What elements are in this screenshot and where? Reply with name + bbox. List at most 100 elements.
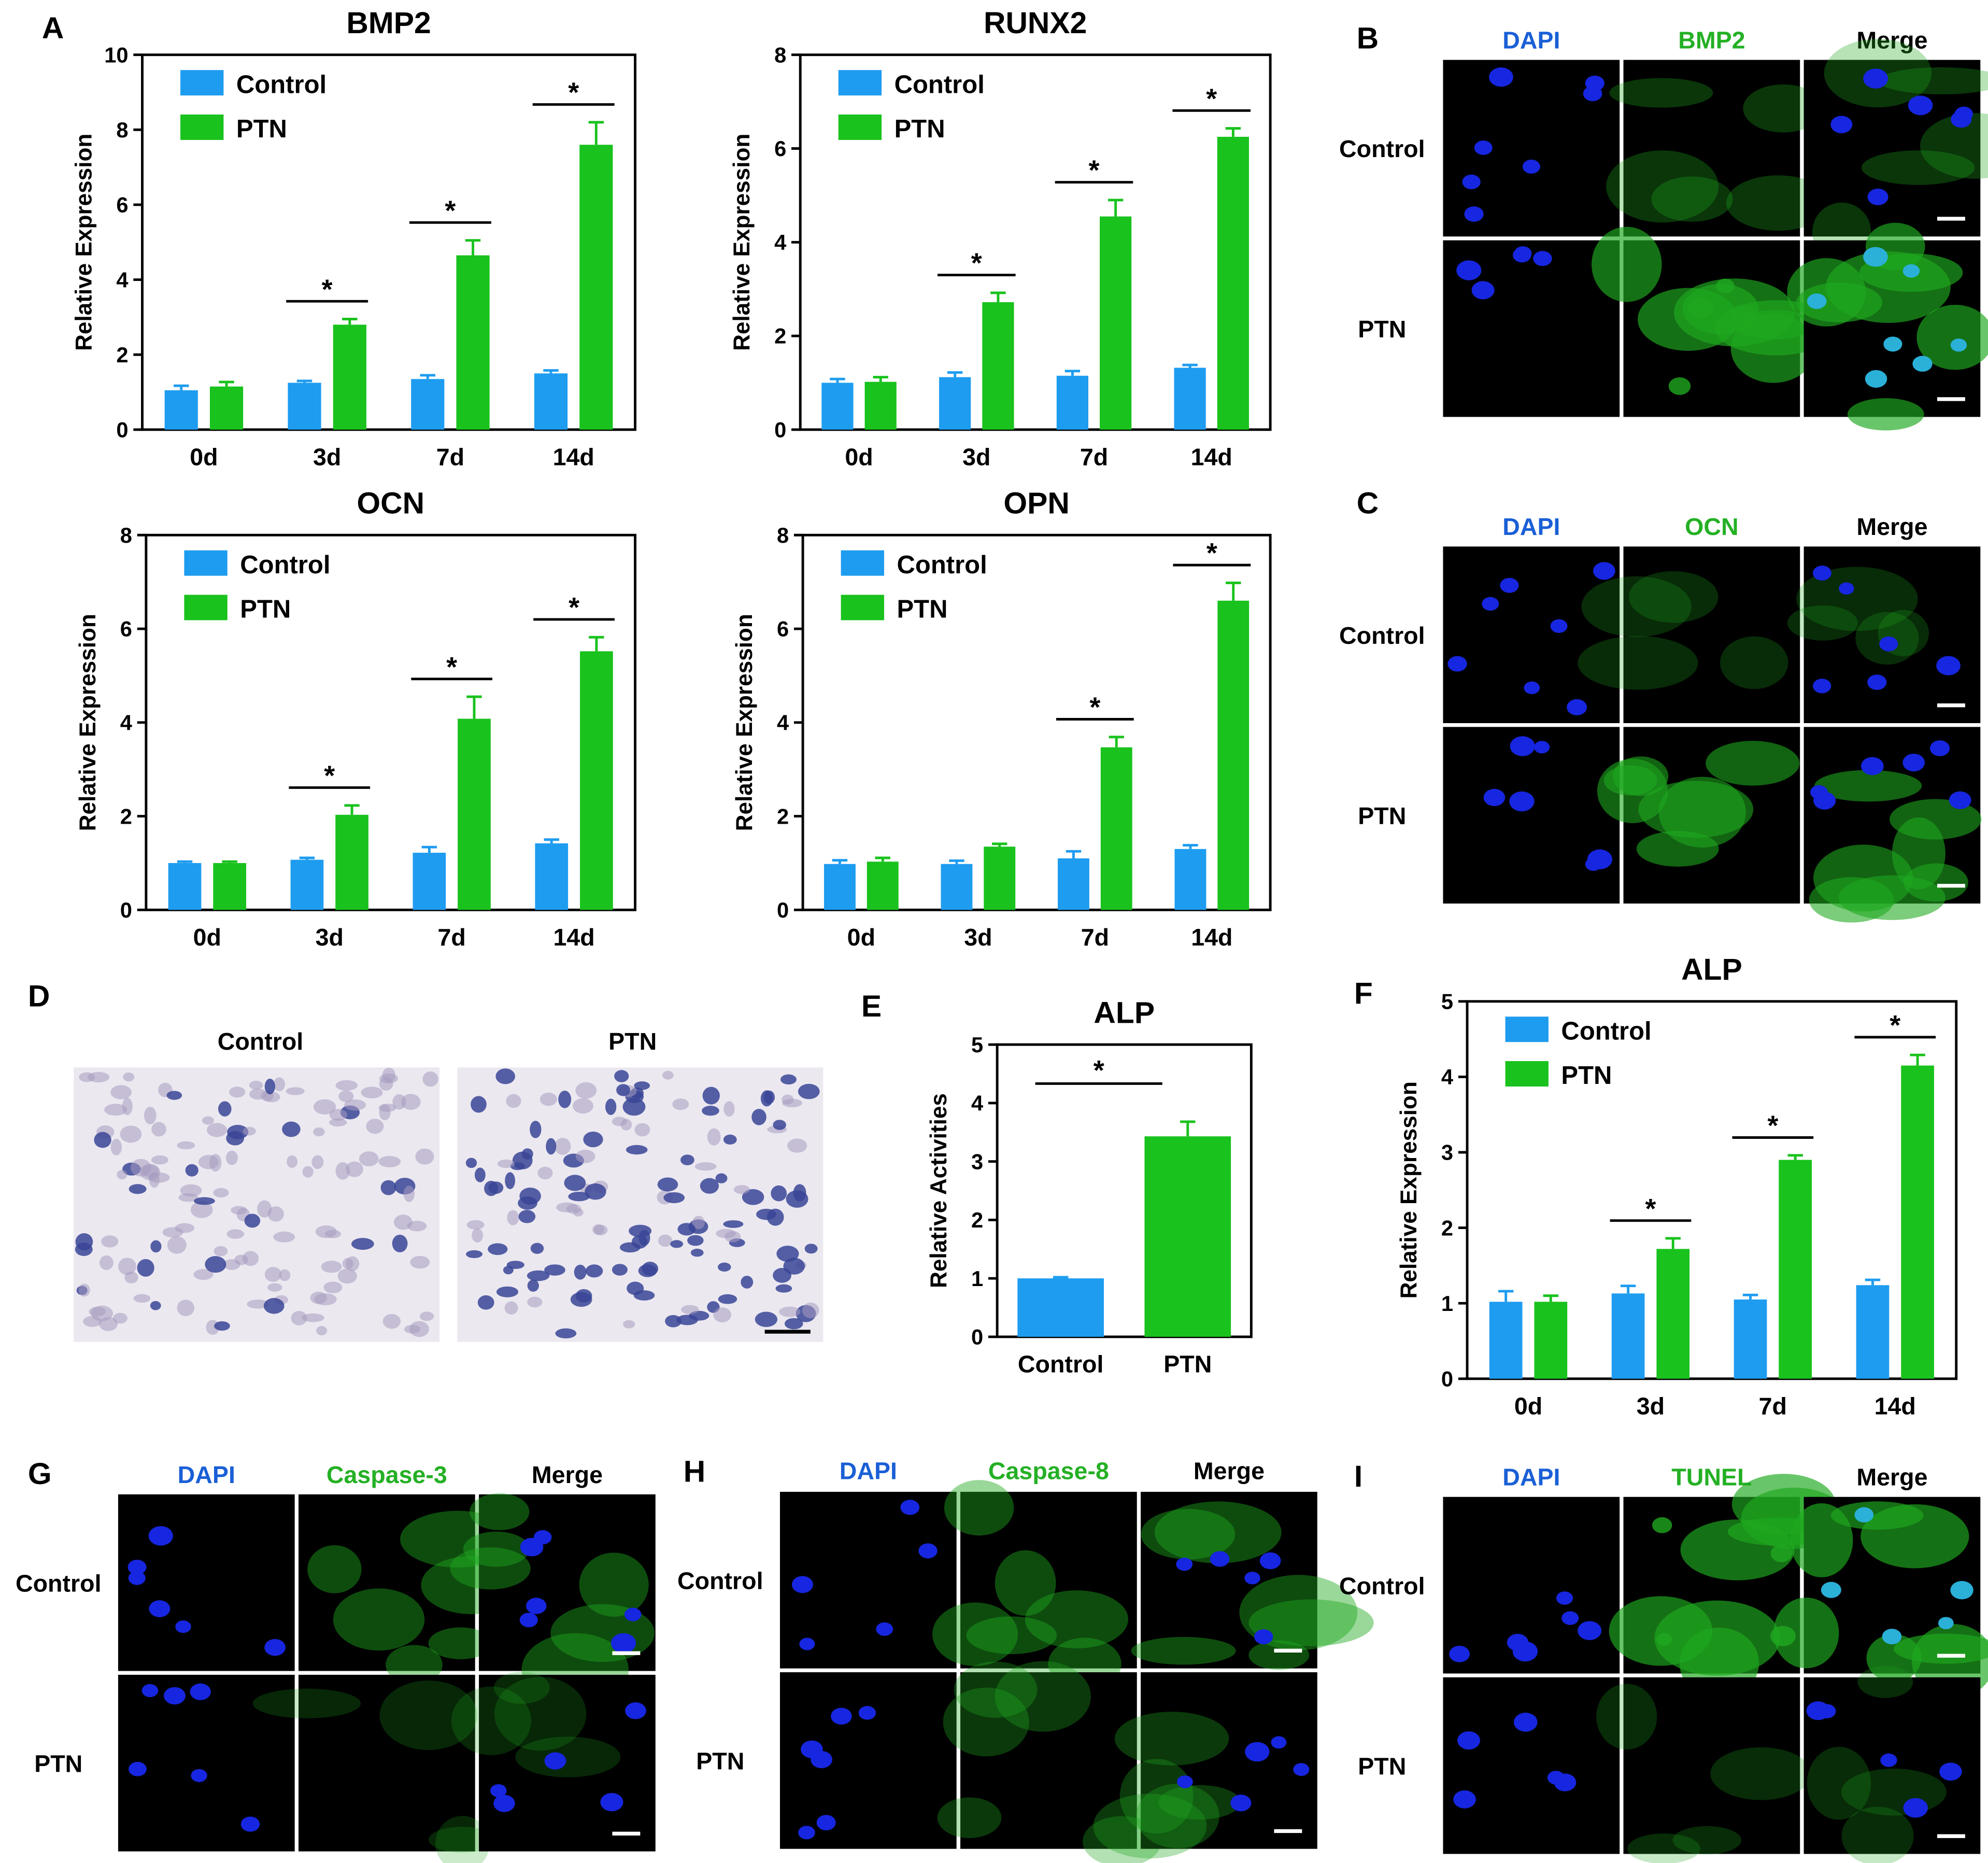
cytoplasm-signal bbox=[1878, 67, 1988, 95]
y-tick-label: 6 bbox=[120, 617, 132, 641]
nucleus bbox=[1554, 1773, 1577, 1791]
legend-swatch-control bbox=[180, 70, 224, 96]
bar bbox=[580, 651, 613, 910]
stained-cell bbox=[313, 1099, 336, 1115]
stained-cell bbox=[725, 1231, 741, 1243]
stained-cell bbox=[263, 1298, 285, 1314]
stained-cell bbox=[521, 1148, 533, 1160]
cytoplasm-signal bbox=[1916, 304, 1988, 370]
cytoplasm-signal bbox=[1861, 150, 1975, 185]
stained-cell bbox=[302, 1166, 314, 1178]
nucleus bbox=[1561, 1611, 1579, 1625]
cytoplasm-signal bbox=[1609, 1596, 1713, 1666]
plot-frame bbox=[1466, 1000, 1958, 1380]
x-tick-label: 0d bbox=[845, 443, 873, 470]
cytoplasm-signal bbox=[451, 1686, 531, 1755]
nucleus-signal bbox=[1731, 305, 1754, 323]
nucleus bbox=[1453, 1790, 1476, 1809]
bar bbox=[821, 383, 854, 430]
stained-cell bbox=[214, 1321, 230, 1331]
nucleus bbox=[625, 1702, 646, 1719]
y-tick-label: 2 bbox=[1441, 1216, 1453, 1240]
stained-cell bbox=[110, 1085, 132, 1099]
nucleus bbox=[918, 1543, 938, 1559]
nucleus bbox=[1949, 791, 1971, 809]
stained-cell bbox=[329, 1118, 347, 1127]
stained-cell bbox=[665, 1315, 681, 1328]
nucleus bbox=[858, 1706, 876, 1720]
stained-cell bbox=[723, 1134, 737, 1145]
nucleus bbox=[520, 1537, 544, 1557]
chart-opn: 0 2 4 6 8 OPN Relative Expression 0d 3d 7d * 14d * Co… bbox=[732, 487, 1272, 951]
bar bbox=[164, 390, 198, 430]
stained-cell bbox=[544, 1264, 565, 1276]
stained-cell bbox=[150, 1240, 162, 1253]
stained-cell bbox=[585, 1183, 606, 1200]
stained-cell bbox=[592, 1224, 605, 1235]
panel-letter-a: A bbox=[42, 11, 64, 45]
bar bbox=[941, 864, 973, 910]
nucleus bbox=[1210, 1551, 1230, 1567]
significance-mark: * bbox=[1767, 1110, 1778, 1141]
stained-cell bbox=[167, 1236, 187, 1254]
stained-cell bbox=[751, 1109, 766, 1125]
significance-mark: * bbox=[1645, 1193, 1656, 1224]
stained-cell bbox=[382, 1067, 395, 1083]
micrograph-image bbox=[1141, 1672, 1317, 1849]
stained-cell bbox=[207, 1123, 227, 1137]
channel-header: TUNEL bbox=[1671, 1464, 1752, 1491]
stained-cell bbox=[700, 1178, 719, 1194]
stained-cell bbox=[702, 1106, 719, 1116]
nucleus bbox=[519, 1613, 538, 1628]
cytoplasm-signal bbox=[333, 1588, 425, 1651]
y-axis-label: Relative Activities bbox=[926, 1093, 952, 1288]
stained-cell bbox=[573, 1208, 584, 1217]
stained-cell bbox=[243, 1126, 256, 1136]
stained-cell bbox=[670, 1240, 684, 1248]
y-tick-label: 3 bbox=[1441, 1140, 1453, 1165]
stained-cell bbox=[117, 1169, 127, 1180]
alp-stain-images bbox=[74, 1067, 823, 1342]
y-tick-label: 4 bbox=[120, 710, 132, 735]
bar bbox=[864, 382, 897, 430]
stained-cell bbox=[150, 1301, 161, 1310]
cytoplasm-signal bbox=[1596, 1684, 1657, 1750]
y-tick-label: 8 bbox=[116, 118, 128, 142]
nucleus bbox=[493, 1795, 515, 1812]
stained-cell bbox=[687, 1235, 704, 1246]
stained-cell bbox=[401, 1094, 421, 1110]
micrograph-image bbox=[1804, 546, 1981, 724]
nucleus bbox=[1524, 681, 1540, 695]
micrograph-image bbox=[118, 1674, 295, 1852]
y-tick-label: 2 bbox=[120, 804, 132, 828]
bar bbox=[1489, 1302, 1523, 1379]
cytoplasm-signal bbox=[1743, 84, 1824, 133]
bar bbox=[1901, 1065, 1934, 1379]
significance-mark: * bbox=[568, 77, 579, 108]
legend-swatch-ptn bbox=[180, 114, 224, 140]
stained-cell bbox=[311, 1155, 324, 1169]
stained-cell bbox=[575, 1082, 597, 1099]
nucleus bbox=[1938, 1617, 1954, 1630]
micrograph-image bbox=[1623, 1677, 1800, 1854]
nucleus bbox=[490, 1784, 507, 1798]
stained-cell bbox=[231, 1206, 247, 1215]
condition-label: Control bbox=[677, 1567, 763, 1594]
nucleus bbox=[1254, 1629, 1273, 1645]
cytoplasm-signal bbox=[966, 1616, 1057, 1655]
stained-cell bbox=[756, 1208, 776, 1220]
cytoplasm-signal bbox=[428, 1627, 493, 1659]
alp-stain-image bbox=[74, 1067, 440, 1342]
legend-label-ptn: PTN bbox=[1561, 1062, 1612, 1090]
cytoplasm-signal bbox=[1154, 1501, 1282, 1563]
stained-cell bbox=[638, 1230, 650, 1246]
stained-cell bbox=[180, 1184, 202, 1197]
stained-cell bbox=[573, 1098, 593, 1114]
y-tick-label: 2 bbox=[777, 804, 789, 828]
nucleus bbox=[191, 1769, 207, 1782]
stained-cell bbox=[264, 1267, 282, 1282]
stained-cell bbox=[378, 1104, 396, 1112]
y-tick-label: 2 bbox=[774, 324, 786, 348]
stained-cell bbox=[382, 1314, 401, 1329]
bar bbox=[458, 718, 491, 910]
